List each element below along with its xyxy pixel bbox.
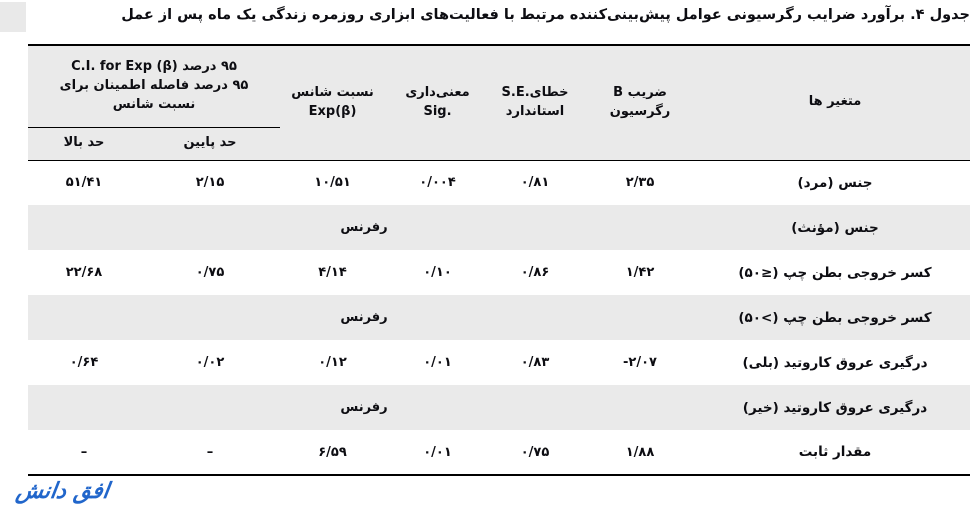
ci-lower-cell: ۲/۱۵ [195, 175, 225, 191]
table-row: درگیری عروق کاروتید (بلی) -۲/۰۷ ۰/۸۳ ۰/۰۱ ۰/… [28, 340, 970, 385]
exp-cell: ۰/۱۲ [318, 355, 347, 370]
significance-symbol: Sig. [423, 103, 452, 119]
se-cell: ۰/۸۳ [520, 355, 550, 370]
variable-label: جنس (مؤنث) [791, 219, 879, 236]
standard-error-label-fa: خطای [529, 84, 569, 100]
ci-group-line1-fa: ۹۵ درصد [182, 58, 237, 74]
journal-logo: افق دانش [14, 479, 111, 504]
standard-error-label-line2: استاندارد [505, 103, 565, 119]
table-row: جنس (مرد) ۲/۳۵ ۰/۸۱ ۰/۰۰۴ ۱۰/۵۱ ۲/۱۵ ۵۱/۴۱ [28, 160, 970, 205]
table-row: کسر خروجی بطن چپ (۵۰≥) ۱/۴۲ ۰/۸۶ ۰/۱۰ ۴/۱۴ ۰/… [28, 250, 970, 295]
reference-row: جنس (مؤنث) رفرنس [28, 205, 971, 250]
header-row-sub: حد پایین حد بالا [28, 127, 970, 161]
variable-label: مقدار ثابت [798, 444, 872, 460]
variable-label: کسر خروجی بطن چپ [783, 309, 932, 326]
regression-table: متغیر ها ضریب B رگرسیون خطایS.E. استاندا… [28, 44, 971, 476]
se-cell: ۰/۷۵ [520, 444, 550, 460]
se-cell: ۰/۸۱ [520, 175, 550, 191]
header-ci-group: ۹۵ درصد C.I. for Exp (β) ۹۵ درصد فاصله ا… [28, 45, 281, 128]
scan-corner-artifact [0, 2, 26, 32]
standard-error-symbol: S.E. [501, 84, 530, 100]
header-variables-column: متغیر ها [700, 45, 971, 161]
sig-cell: ۰/۰۱ [423, 355, 452, 370]
reference-cell: رفرنس [28, 385, 701, 430]
se-cell: ۰/۸۶ [520, 265, 550, 280]
significance-label-fa: معنی‌داری [405, 84, 470, 100]
b-cell: ۱/۸۸ [625, 444, 655, 460]
reference-row: کسر خروجی بطن چپ (۵۰<) رفرنس [28, 295, 971, 340]
variable-label: درگیری عروق کاروتید (بلی) [742, 354, 928, 371]
sig-cell: ۰/۰۰۴ [419, 175, 456, 191]
ci-lower-label: حد پایین [183, 135, 237, 151]
header-significance-column: معنی‌داری Sig. [385, 45, 491, 161]
variable-cell: کسر خروجی بطن چپ (۵۰≥) [700, 250, 970, 295]
exp-cell: ۱۰/۵۱ [314, 175, 351, 191]
odds-ratio-label-fa: نسبت شانس [291, 84, 374, 100]
odds-ratio-symbol: Exp(β) [308, 103, 357, 119]
ci-group-line1-latin: C.I. for Exp (β) [71, 58, 178, 74]
b-coefficient-label-line2: رگرسیون [609, 103, 671, 119]
variable-label: کسر خروجی بطن چپ [783, 264, 932, 281]
table-body: جنس (مرد) ۲/۳۵ ۰/۸۱ ۰/۰۰۴ ۱۰/۵۱ ۲/۱۵ ۵۱/۴۱ جنس … [28, 160, 971, 475]
header-b-coefficient-column: ضریب B رگرسیون [580, 45, 701, 161]
ci-group-line3: نسبت شانس [112, 96, 196, 112]
reference-cell: رفرنس [28, 295, 701, 340]
sig-cell: ۰/۱۰ [423, 265, 452, 280]
variable-cell: درگیری عروق کاروتید (بلی) [700, 340, 970, 385]
table-row: مقدار ثابت ۱/۸۸ ۰/۷۵ ۰/۰۱ ۶/۵۹ – – [28, 430, 970, 475]
ci-lower-cell: – [206, 444, 214, 460]
header-standard-error-column: خطایS.E. استاندارد [490, 45, 581, 161]
variable-cell: کسر خروجی بطن چپ (۵۰<) [700, 295, 971, 340]
header-ci-upper-column: حد بالا [28, 127, 141, 161]
variable-label: جنس (مرد) [797, 174, 873, 191]
b-cell: -۲/۰۷ [623, 355, 657, 370]
b-cell: ۲/۳۵ [625, 175, 655, 191]
page-title: جدول ۴. برآورد ضرایب رگرسیونی عوامل پیش‌… [121, 7, 970, 23]
sig-cell: ۰/۰۱ [423, 444, 452, 460]
b-cell: ۱/۴۲ [625, 265, 655, 280]
ci-upper-cell: ۵۱/۴۱ [65, 175, 103, 191]
header-row-main: متغیر ها ضریب B رگرسیون خطایS.E. استاندا… [28, 45, 971, 161]
header-ci-lower-column: حد پایین [140, 127, 281, 161]
variable-label: درگیری عروق کاروتید (خیر) [742, 399, 928, 416]
ci-upper-cell: ۲۲/۶۸ [65, 265, 103, 280]
reference-cell: رفرنس [28, 205, 701, 250]
header-variables-label: متغیر ها [808, 94, 862, 110]
header-odds-ratio-column: نسبت شانس Exp(β) [280, 45, 386, 161]
variable-threshold: (۵۰<) [738, 309, 779, 326]
ci-lower-cell: ۰/۰۲ [195, 355, 225, 370]
variable-cell: جنس (مؤنث) [700, 205, 971, 250]
regression-table-container: متغیر ها ضریب B رگرسیون خطایS.E. استاندا… [28, 44, 971, 476]
variable-cell: مقدار ثابت [700, 430, 970, 475]
variable-cell: جنس (مرد) [700, 160, 970, 205]
exp-cell: ۴/۱۴ [318, 265, 347, 280]
ci-upper-cell: ۰/۶۴ [69, 355, 99, 370]
variable-cell: درگیری عروق کاروتید (خیر) [700, 385, 971, 430]
reference-row: درگیری عروق کاروتید (خیر) رفرنس [28, 385, 971, 430]
ci-group-line2: ۹۵ درصد فاصله اطمینان برای [59, 77, 249, 93]
variable-threshold: (۵۰≥) [738, 264, 779, 281]
b-coefficient-label-fa: ضریب [627, 84, 667, 100]
b-coefficient-symbol: B [613, 84, 624, 100]
ci-upper-label: حد بالا [63, 135, 105, 151]
ci-upper-cell: – [80, 444, 88, 460]
ci-lower-cell: ۰/۷۵ [195, 265, 225, 280]
exp-cell: ۶/۵۹ [318, 444, 347, 460]
